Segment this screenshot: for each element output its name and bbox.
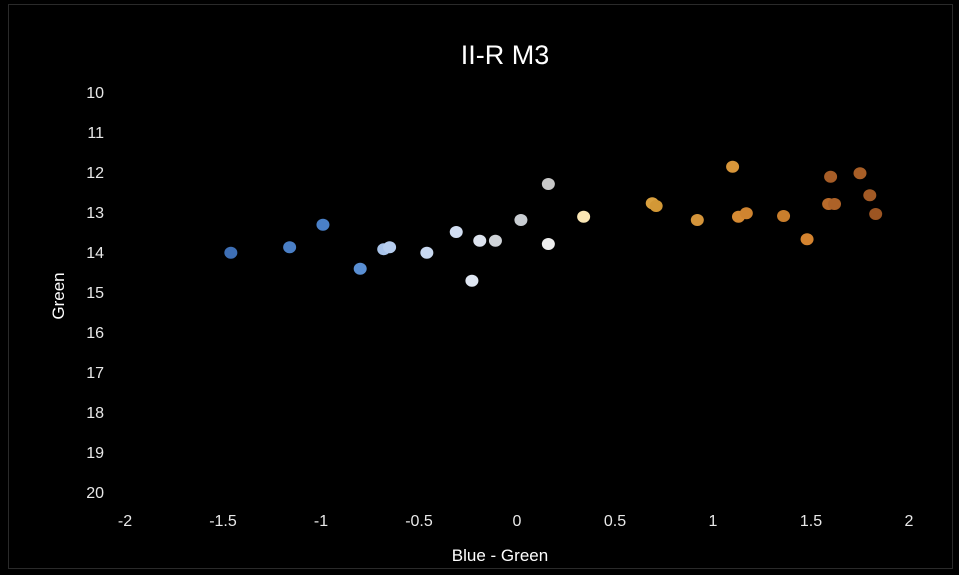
x-tick-label: -0.5 <box>405 513 433 530</box>
x-tick-label: 1 <box>709 513 718 530</box>
x-tick-label: 2 <box>905 513 914 530</box>
data-point <box>541 178 555 190</box>
y-axis-ticks: 10 11 12 13 14 15 16 17 18 19 20 <box>86 85 104 502</box>
data-point <box>383 241 397 254</box>
data-point <box>800 233 814 246</box>
data-point <box>283 241 297 254</box>
chart-title: II-R M3 <box>461 40 550 70</box>
data-point <box>863 189 877 202</box>
y-tick-label: 11 <box>87 125 104 142</box>
data-points <box>224 160 883 287</box>
x-axis-label: Blue - Green <box>452 546 548 565</box>
y-tick-label: 18 <box>86 405 104 422</box>
x-tick-label: 0.5 <box>604 513 626 530</box>
y-tick-label: 12 <box>86 165 104 182</box>
y-tick-label: 14 <box>86 245 104 262</box>
data-point <box>514 214 528 226</box>
y-tick-label: 19 <box>86 445 104 462</box>
x-tick-label: 0 <box>513 513 522 530</box>
data-point <box>465 274 479 287</box>
data-point <box>353 262 367 275</box>
data-point <box>853 167 867 180</box>
y-tick-label: 13 <box>86 205 104 222</box>
data-point <box>420 246 434 259</box>
data-point <box>488 234 502 247</box>
data-point <box>824 170 838 183</box>
data-point <box>449 226 463 238</box>
y-axis-label: Green <box>49 272 68 319</box>
x-tick-label: -1.5 <box>209 513 237 530</box>
data-point <box>577 210 591 223</box>
y-tick-label: 10 <box>86 85 104 102</box>
data-point <box>828 198 842 210</box>
chart-frame <box>8 4 953 569</box>
x-tick-label: -2 <box>118 513 132 530</box>
data-point <box>739 207 753 220</box>
data-point <box>224 246 238 259</box>
y-tick-label: 17 <box>86 365 104 382</box>
y-tick-label: 20 <box>86 485 104 502</box>
data-point <box>649 200 663 212</box>
data-point <box>541 238 555 250</box>
data-point <box>726 160 740 173</box>
y-tick-label: 16 <box>86 325 104 342</box>
x-axis-ticks: -2 -1.5 -1 -0.5 0 0.5 1 1.5 2 <box>118 513 914 530</box>
x-tick-label: 1.5 <box>800 513 822 530</box>
x-tick-label: -1 <box>314 513 328 530</box>
data-point <box>473 234 487 247</box>
data-point <box>869 208 883 220</box>
data-point <box>316 218 330 231</box>
y-tick-label: 15 <box>86 285 104 302</box>
data-point <box>690 214 704 226</box>
data-point <box>777 210 791 222</box>
